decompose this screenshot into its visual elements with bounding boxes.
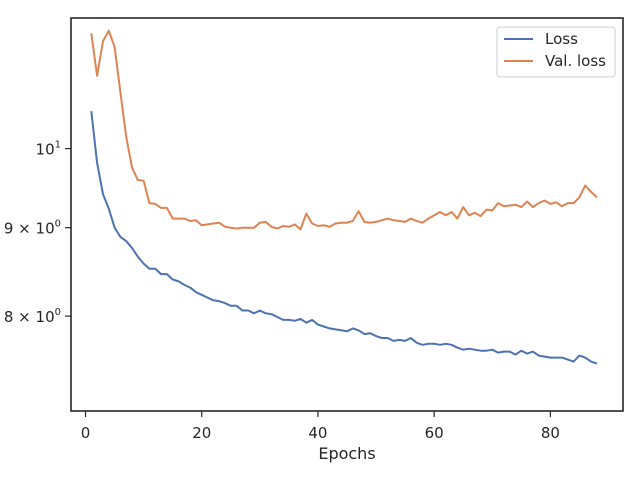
series-line-1 [90,111,598,365]
y-tick-label: 8 × 100 [4,307,61,326]
x-tick-label: 0 [81,424,91,442]
series-line-2 [90,29,598,231]
x-tick-label: 40 [308,424,327,442]
x-tick-label: 20 [192,424,211,442]
y-tick-label: 101 [36,140,61,159]
y-tick-label: 9 × 100 [4,219,61,238]
x-tick-label: 80 [541,424,560,442]
legend-label: Val. loss [545,52,606,70]
x-axis-ticks: 0 20 40 60 80 [81,411,560,442]
legend: Loss Val. loss [496,26,616,78]
y-axis-ticks: 8 × 100 9 × 100 101 [4,140,71,326]
plot-lines [90,29,598,365]
x-axis-label: Epochs [318,444,375,463]
x-tick-label: 60 [425,424,444,442]
plot-frame [70,17,624,412]
legend-label: Loss [545,30,578,48]
